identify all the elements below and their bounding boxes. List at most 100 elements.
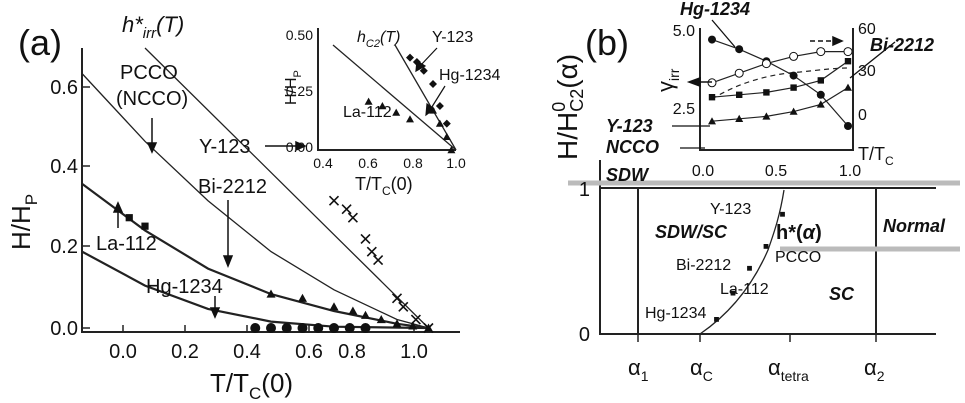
inset-b-point-y-123 (708, 94, 716, 101)
panel-b-y0: 0 (579, 324, 590, 346)
xtick-alphac: αC (690, 355, 713, 384)
point-la-112 (141, 222, 149, 230)
point-hg-1234 (329, 323, 339, 333)
inset-b-point-bi-2212 (843, 47, 853, 57)
point-hg-1234 (250, 323, 261, 333)
inset-b-xlabel: T/TC (858, 144, 894, 168)
point-hg-1234 (297, 323, 308, 333)
inset-b-xtick-1: 0.5 (765, 163, 787, 180)
xtick-alphatetra: αtetra (768, 355, 809, 384)
inset-b-point-bi-2212 (707, 78, 717, 88)
inset-b-arrows (686, 35, 844, 88)
inset-b-leaders (672, 19, 896, 149)
panel-a-arrows (112, 118, 307, 319)
inset-b-rtick-1: 30 (858, 63, 876, 80)
inset-b-point-y-123 (817, 77, 824, 84)
inset-b-y123: Y-123 (606, 116, 653, 136)
inset-a-point-la-112 (392, 108, 401, 116)
hstar-point (763, 244, 769, 249)
inset-b-markers (707, 35, 853, 130)
point-y-123 (360, 233, 371, 244)
label-hirr: h*irr(T) (122, 12, 184, 42)
label-sc: SC (829, 284, 855, 304)
label-y123: Y-123 (199, 136, 251, 158)
panel-a-tag: (a) (18, 22, 62, 63)
panel-a-xtick-4: 0.8 (338, 341, 366, 363)
inset-b-point-bi-2212 (789, 51, 799, 61)
inset-b-point-y-123 (790, 84, 797, 91)
point-y-123 (328, 195, 340, 206)
inset-b-point-hg-1234 (844, 122, 852, 130)
panel-b-y1: 1 (579, 179, 590, 201)
inset-a-point-y-123 (406, 53, 414, 62)
inset-b-point-ncco (762, 112, 771, 120)
panel-a-xlabel: T/TC(0) (210, 368, 293, 403)
panel-b-tag: (b) (585, 22, 629, 63)
inset-b-dashed (711, 67, 849, 100)
panel-b-inset: 5.0 2.5 60 30 0 0.0 0.5 1.0 T/TC γirr (606, 0, 934, 180)
inset-a-line-2 (394, 44, 457, 151)
point-hg-1234 (281, 323, 292, 333)
inset-a-arrows (415, 47, 446, 117)
hstar-point (730, 290, 736, 296)
point-bi-2212 (266, 289, 276, 298)
inset-b-point-hg-1234 (735, 45, 744, 54)
point-hg-1234 (344, 323, 355, 333)
inset-a-hg1234: Hg-1234 (439, 67, 500, 84)
inset-b-hg1234: Hg-1234 (680, 0, 750, 19)
panel-a-markers (125, 195, 434, 334)
inset-b-point-ncco (789, 107, 798, 115)
inset-b-xtick-0: 0.0 (692, 163, 714, 180)
point-y-123 (347, 212, 358, 223)
point-bi-2212 (392, 319, 402, 328)
point-la-112 (125, 214, 133, 222)
inset-a-ytick-2: 0.50 (286, 27, 313, 43)
pt-y123: Y-123 (710, 201, 751, 218)
inset-a-ytick-1: 0.25 (286, 83, 313, 99)
inset-b-line-bi-2212 (711, 51, 848, 84)
inset-a-ytick-0: 0.00 (286, 139, 313, 155)
panel-a-inset: 0.50 0.25 0.00 0.4 0.6 0.8 1.0 T/TC(0) H… (283, 27, 500, 198)
inset-a-xtick-1: 0.6 (358, 155, 378, 171)
inset-b-point-ncco (708, 117, 716, 125)
label-normal: Normal (883, 216, 946, 236)
inset-b-point-hg-1234 (789, 71, 798, 80)
inset-a-point-hg-1234 (442, 132, 451, 140)
panel-a-xtick-3: 0.6 (295, 341, 323, 363)
point-hg-1234 (266, 323, 276, 333)
inset-b-point-bi-2212 (761, 59, 771, 69)
inset-b-point-ncco (844, 83, 852, 91)
inset-b-lines (711, 39, 849, 127)
inset-a-point-y-123 (435, 102, 444, 110)
inset-a-point-y-123 (419, 66, 428, 75)
panel-a: (a) 0.0 0.2 0.4 0.6 0.0 0.2 0.4 0.6 0. (6, 12, 500, 403)
xtick-alpha2: α2 (864, 355, 885, 384)
inset-b-xtick-2: 1.0 (839, 163, 861, 180)
inset-a-point-y-123 (429, 80, 437, 88)
pt-pcco: PCCO (775, 249, 821, 266)
label-ncco: (NCCO) (116, 88, 188, 110)
point-bi-2212 (329, 302, 339, 311)
inset-a-point-hg-1234 (447, 146, 456, 154)
point-hg-1234 (360, 323, 371, 333)
point-hg-1234 (313, 323, 324, 333)
point-bi-2212 (361, 310, 370, 319)
point-bi-2212 (408, 321, 418, 330)
point-bi-2212 (424, 323, 433, 332)
point-y-123 (373, 255, 384, 266)
label-la112: La-112 (96, 233, 157, 255)
inset-a-hc2: hC2(T) (357, 29, 400, 50)
inset-a-point-la-112 (364, 97, 373, 105)
point-bi-2212 (376, 315, 386, 324)
inset-b-rtick-0: 60 (858, 21, 876, 38)
inset-b-point-hg-1234 (708, 35, 716, 44)
inset-a-point-la-112 (406, 115, 414, 123)
inset-b-line-y-123 (711, 60, 849, 98)
point-y-123 (391, 293, 403, 304)
point-y-123 (398, 301, 409, 312)
panel-a-ylabel: H/HP (6, 194, 41, 250)
curve-hg-1234 (81, 250, 429, 330)
inset-a-xtick-2: 0.8 (403, 155, 423, 171)
inset-a-point-la-112 (378, 102, 387, 110)
inset-b-point-bi-2212 (734, 68, 744, 78)
